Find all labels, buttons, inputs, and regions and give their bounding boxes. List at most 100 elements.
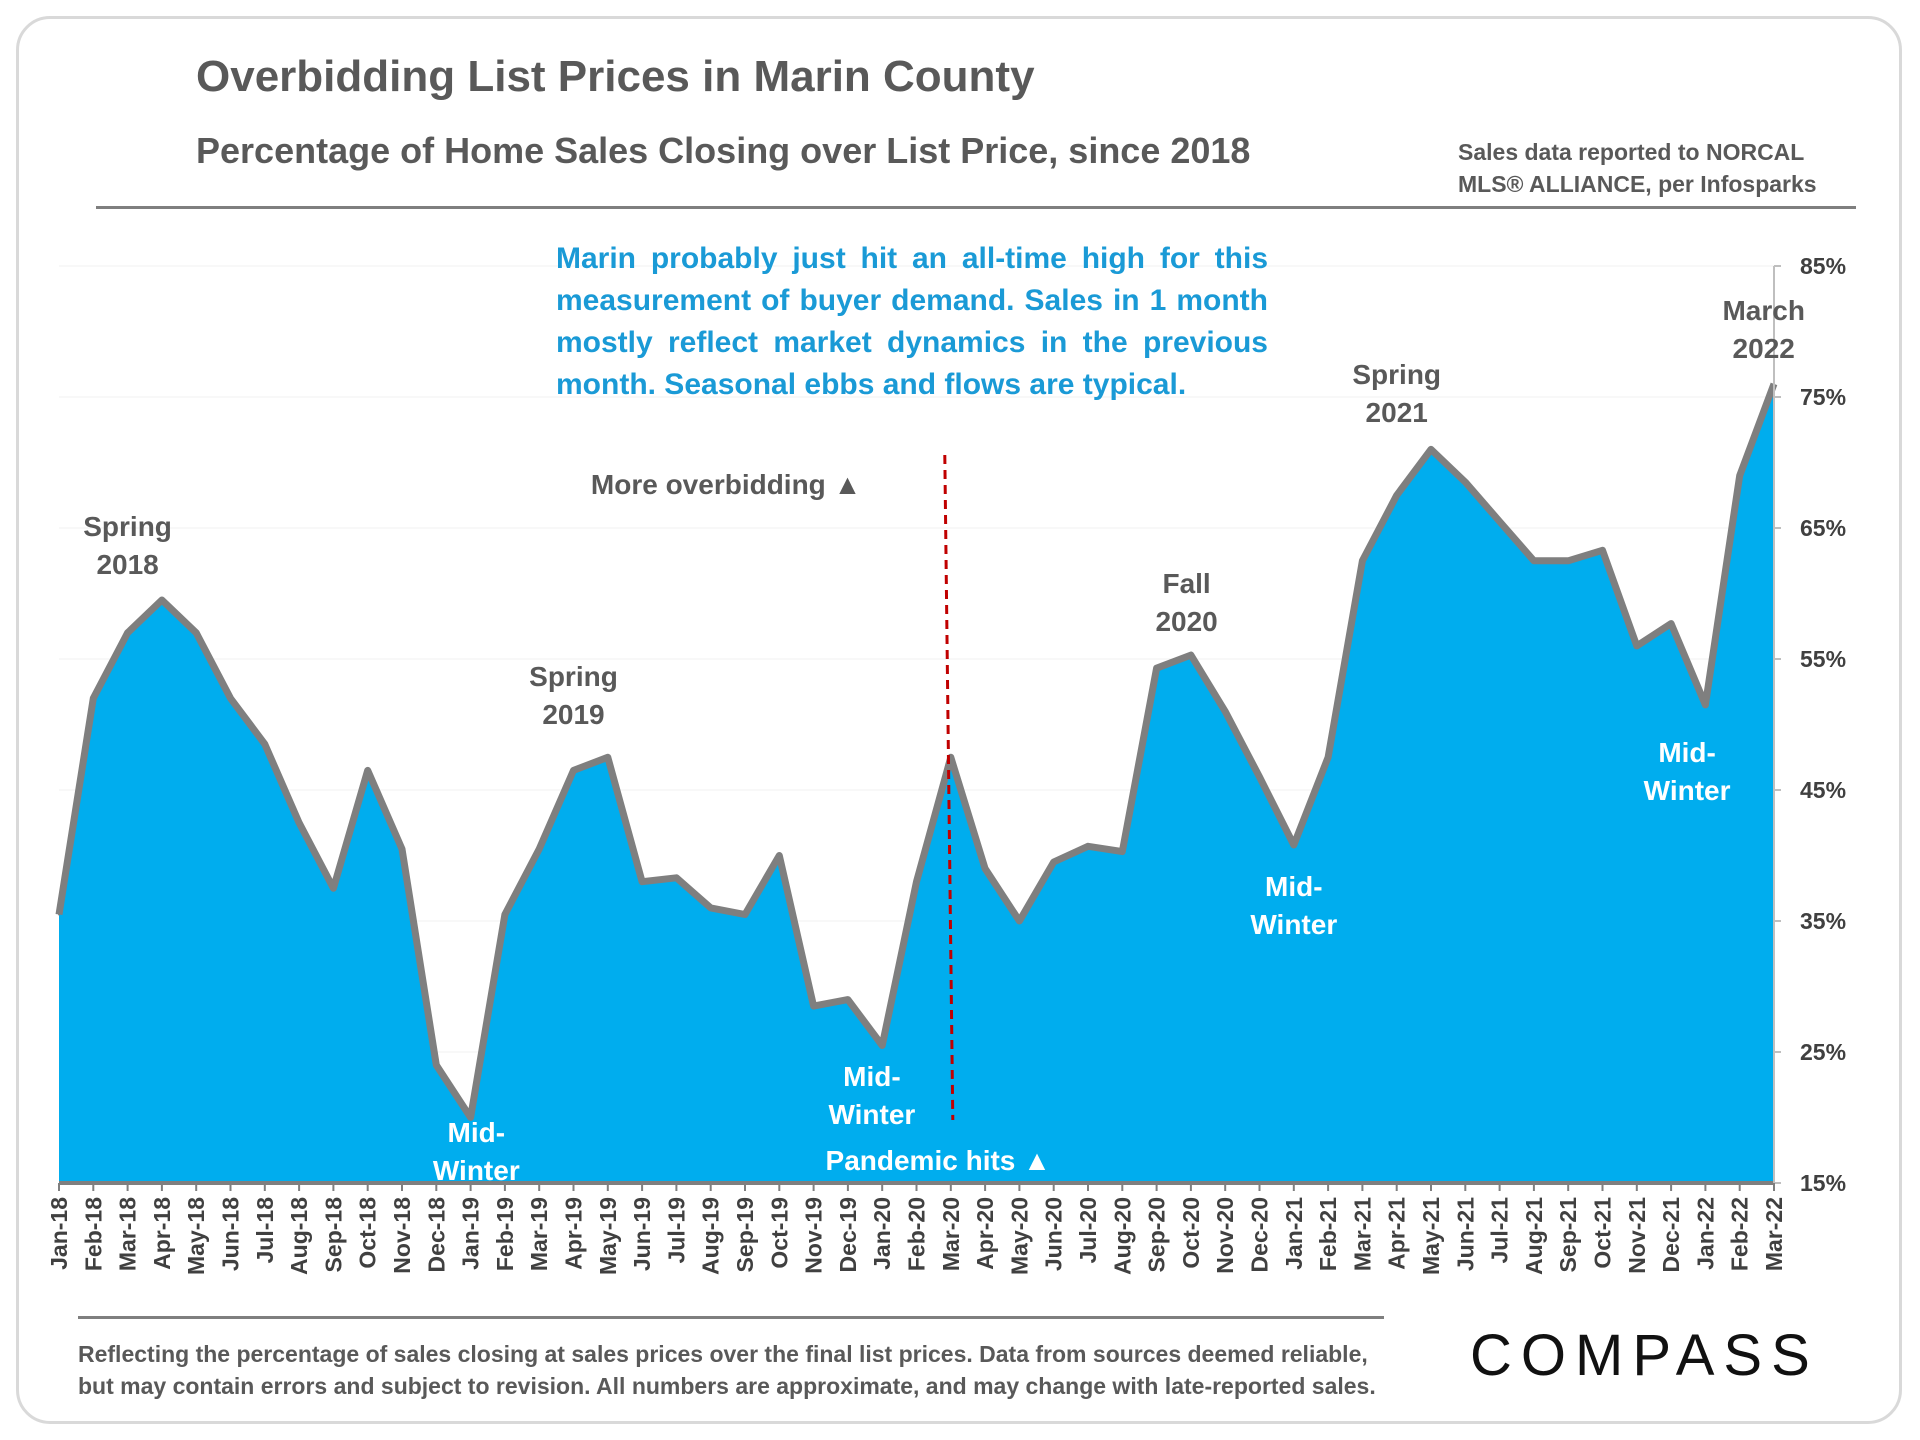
data-point bbox=[675, 876, 678, 879]
x-tick-label: Mar-22 bbox=[1761, 1197, 1787, 1271]
x-tick-label: Nov-18 bbox=[389, 1197, 415, 1274]
x-tick-label: Jan-22 bbox=[1692, 1197, 1718, 1270]
data-point bbox=[435, 1064, 438, 1067]
data-point bbox=[1258, 775, 1261, 778]
y-tick-label: 75% bbox=[1800, 384, 1846, 410]
data-point bbox=[92, 697, 95, 700]
x-tick-label: Mar-18 bbox=[115, 1197, 141, 1271]
x-tick-label: Jan-19 bbox=[458, 1197, 484, 1270]
chart-annotation: Spring 2018 bbox=[83, 511, 172, 580]
x-tick-label: May-21 bbox=[1418, 1197, 1444, 1275]
x-tick-label: Apr-21 bbox=[1384, 1197, 1410, 1270]
x-tick-label: Sep-18 bbox=[320, 1197, 346, 1273]
source-line-2: MLS® ALLIANCE, per Infosparks bbox=[1458, 171, 1817, 197]
axis-layer: 15% 25% 35% 45% 55% 65% 75% 85% Jan-18 Feb-18 Mar-… bbox=[46, 253, 1846, 1275]
data-point bbox=[949, 756, 952, 759]
data-point bbox=[641, 880, 644, 883]
compass-logo: COMPASS bbox=[1470, 1323, 1819, 1388]
data-point bbox=[1464, 481, 1467, 484]
data-point bbox=[332, 887, 335, 890]
y-tick-label: 55% bbox=[1800, 646, 1846, 672]
footer-line-2: but may contain errors and subject to re… bbox=[78, 1373, 1376, 1399]
data-point bbox=[812, 1005, 815, 1008]
x-tick-label: Jun-21 bbox=[1452, 1197, 1478, 1271]
data-point bbox=[229, 697, 232, 700]
data-point bbox=[1189, 654, 1192, 657]
y-tick-label: 85% bbox=[1800, 253, 1846, 279]
data-point bbox=[572, 769, 575, 772]
footer-divider bbox=[78, 1316, 1384, 1319]
x-tick-label: Aug-19 bbox=[698, 1197, 724, 1275]
x-tick-label: Sep-20 bbox=[1144, 1197, 1170, 1272]
data-point bbox=[1635, 644, 1638, 647]
data-point bbox=[469, 1116, 472, 1119]
data-point bbox=[263, 743, 266, 746]
footer-line-1: Reflecting the percentage of sales closi… bbox=[78, 1341, 1368, 1367]
data-point bbox=[58, 913, 60, 916]
x-tick-label: Dec-18 bbox=[423, 1197, 449, 1273]
x-tick-label: Oct-21 bbox=[1590, 1197, 1616, 1269]
data-point bbox=[606, 756, 609, 759]
data-point bbox=[1704, 703, 1707, 706]
header-divider bbox=[96, 206, 1856, 209]
data-point bbox=[1087, 845, 1089, 848]
data-point bbox=[538, 847, 541, 850]
data-point bbox=[778, 854, 781, 857]
x-tick-label: Jan-21 bbox=[1281, 1197, 1307, 1270]
x-tick-label: Jul-20 bbox=[1075, 1197, 1101, 1263]
x-tick-label: Apr-18 bbox=[149, 1197, 175, 1270]
x-tick-label: Mar-19 bbox=[526, 1197, 552, 1271]
data-point bbox=[503, 913, 506, 916]
x-tick-label: Feb-18 bbox=[80, 1197, 106, 1271]
data-point bbox=[1567, 559, 1570, 562]
chart-annotation: Mid-Winter bbox=[433, 1117, 520, 1186]
data-point bbox=[881, 1044, 884, 1047]
data-point bbox=[126, 631, 129, 634]
source-note: Sales data reported to NORCAL MLS® ALLIA… bbox=[1458, 136, 1818, 200]
x-tick-label: Feb-19 bbox=[492, 1197, 518, 1271]
x-tick-label: Jun-19 bbox=[629, 1197, 655, 1271]
chart-title: Overbidding List Prices in Marin County bbox=[196, 52, 1035, 101]
x-tick-label: Nov-19 bbox=[801, 1197, 827, 1274]
data-point bbox=[744, 913, 746, 916]
chart-annotation: Spring 2021 bbox=[1352, 359, 1441, 428]
data-point bbox=[1395, 494, 1398, 497]
x-tick-label: Jan-20 bbox=[869, 1197, 895, 1270]
data-point bbox=[1292, 844, 1295, 847]
x-tick-label: Jun-20 bbox=[1041, 1197, 1067, 1271]
x-tick-label: Feb-22 bbox=[1727, 1197, 1753, 1271]
chart-annotation: March 2022 bbox=[1722, 295, 1804, 364]
x-tick-label: Jul-18 bbox=[252, 1197, 278, 1264]
annotation-layer: Spring 2018 Mid-Winter Spring 2019 Mid-Winter… bbox=[83, 295, 1805, 1186]
x-tick-label: May-18 bbox=[183, 1197, 209, 1275]
x-tick-label: Feb-21 bbox=[1315, 1197, 1341, 1271]
chart-annotation: Mid-Winter bbox=[828, 1061, 915, 1130]
x-tick-label: Jan-18 bbox=[46, 1197, 72, 1270]
x-tick-label: Oct-19 bbox=[766, 1197, 792, 1269]
y-tick-label: 15% bbox=[1800, 1170, 1846, 1196]
data-point bbox=[1532, 559, 1535, 562]
area-layer bbox=[55, 382, 1778, 1183]
analysis-note: Marin probably just hit an all-time high… bbox=[556, 242, 1268, 401]
data-point bbox=[1121, 850, 1124, 853]
data-point bbox=[1052, 861, 1055, 864]
x-tick-label: Jul-19 bbox=[663, 1197, 689, 1263]
x-tick-label: Jul-21 bbox=[1487, 1197, 1513, 1264]
chart-annotation: More overbidding ▲ bbox=[591, 469, 861, 500]
event-marker-layer bbox=[943, 454, 955, 1121]
data-point bbox=[298, 821, 301, 824]
data-point bbox=[1601, 549, 1604, 552]
chart-subtitle: Percentage of Home Sales Closing over Li… bbox=[196, 130, 1251, 171]
data-point bbox=[984, 867, 987, 870]
data-point bbox=[1498, 520, 1501, 523]
data-point bbox=[1361, 559, 1364, 562]
x-tick-label: Dec-20 bbox=[1247, 1197, 1273, 1272]
chart-annotation: Spring 2019 bbox=[529, 661, 618, 730]
x-tick-label: Apr-20 bbox=[972, 1197, 998, 1270]
x-tick-label: Aug-20 bbox=[1109, 1197, 1135, 1275]
data-point bbox=[1155, 667, 1158, 670]
chart-annotation: Mid-Winter bbox=[1644, 737, 1731, 806]
data-point bbox=[915, 880, 918, 883]
data-point bbox=[1670, 622, 1673, 625]
